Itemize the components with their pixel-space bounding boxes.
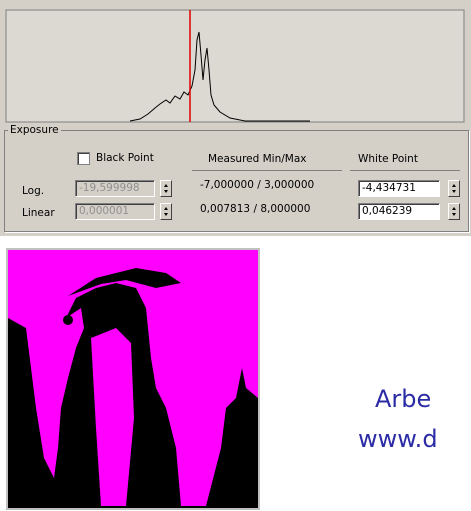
row-label: Linear (22, 207, 55, 219)
caption: www.d (358, 425, 438, 453)
dark-spot (63, 315, 73, 325)
measured-value: -7,000000 / 3,000000 (200, 179, 314, 191)
header-rule (192, 170, 342, 171)
black-point-label: Black Point (96, 152, 154, 164)
spinner[interactable] (448, 203, 460, 220)
checkbox[interactable] (77, 152, 90, 165)
white-point-header: White Point (358, 153, 418, 165)
group-title: Exposure (8, 124, 61, 136)
white-point-field[interactable]: -4,434731 (358, 180, 440, 197)
exposure-image (6, 248, 260, 510)
histogram (0, 0, 471, 124)
header-rule (350, 170, 460, 171)
exposure-panel: Exposure Black Point Measured Min/Max Wh… (0, 124, 471, 236)
histogram-area (6, 10, 464, 122)
histogram-panel (0, 0, 471, 124)
caption: Arbe (375, 385, 431, 413)
measured-header: Measured Min/Max (208, 153, 307, 165)
measured-value: 0,007813 / 8,000000 (200, 203, 310, 215)
page: Exposure Black Point Measured Min/Max Wh… (0, 0, 471, 511)
black-point-field: 0,000001 (75, 203, 155, 220)
spinner (160, 180, 172, 197)
row-label: Log. (22, 185, 44, 197)
white-point-field[interactable]: 0,046239 (358, 203, 440, 220)
black-point-field: -19,599998 (75, 180, 155, 197)
spinner[interactable] (448, 180, 460, 197)
spinner (160, 203, 172, 220)
